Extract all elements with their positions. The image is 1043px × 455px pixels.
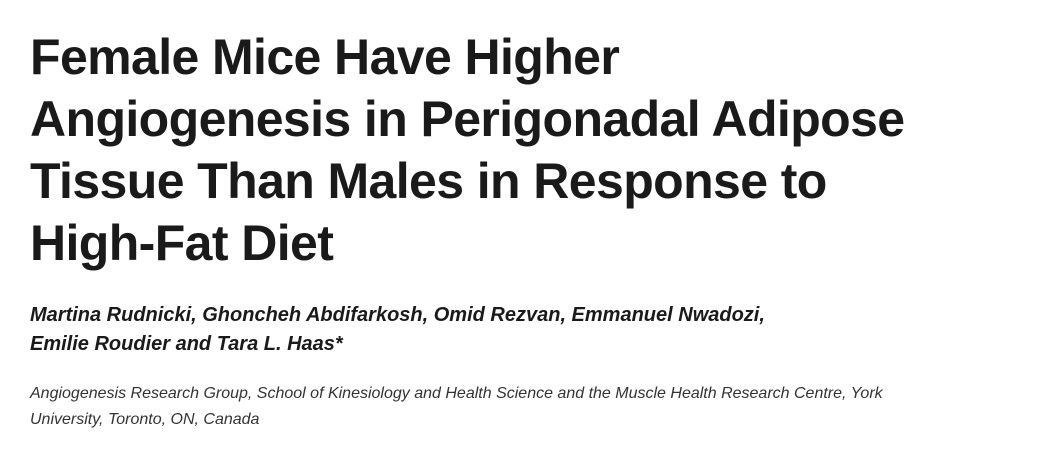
title-line: Tissue Than Males in Response to <box>30 153 827 209</box>
title-line: High-Fat Diet <box>30 215 334 271</box>
article-title: Female Mice Have Higher Angiogenesis in … <box>30 26 1035 274</box>
title-line: Angiogenesis in Perigonadal Adipose <box>30 91 905 147</box>
affiliation: Angiogenesis Research Group, School of K… <box>30 381 1020 433</box>
title-line: Female Mice Have Higher <box>30 29 620 85</box>
affiliation-line: Angiogenesis Research Group, School of K… <box>30 385 883 402</box>
author-line: Emilie Roudier and Tara L. Haas* <box>30 333 343 355</box>
author-line: Martina Rudnicki, Ghoncheh Abdifarkosh, … <box>30 304 765 326</box>
affiliation-line: University, Toronto, ON, Canada <box>30 411 260 428</box>
article-header: Female Mice Have Higher Angiogenesis in … <box>30 26 1035 274</box>
author-list: Martina Rudnicki, Ghoncheh Abdifarkosh, … <box>30 301 765 359</box>
